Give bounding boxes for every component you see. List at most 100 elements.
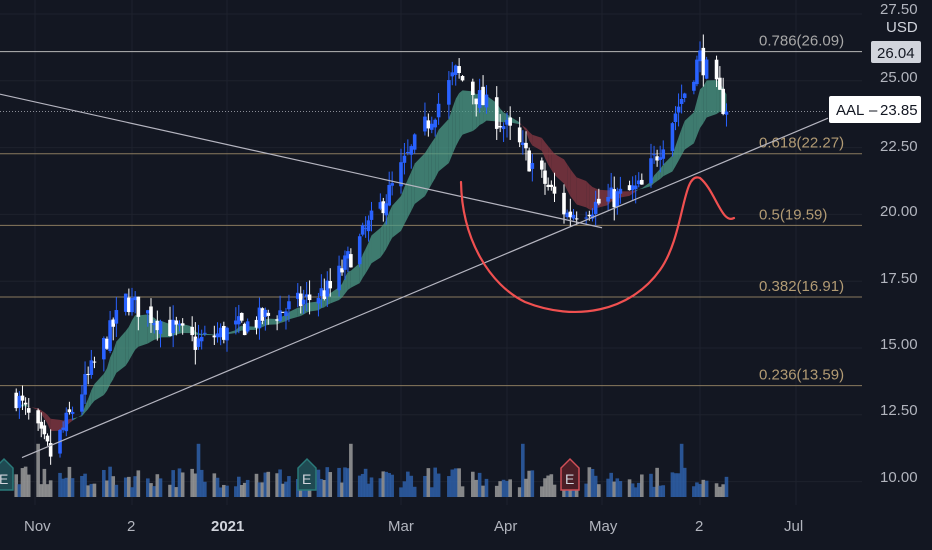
volume-bar [193,473,198,497]
volume-bar [239,485,244,497]
volume-bar [524,478,528,497]
candle-body [505,119,509,125]
candle-body [48,443,53,457]
candle-body [123,293,128,312]
ema-ribbon-bull-segment [386,212,390,250]
ema-ribbon-bull-segment [371,227,381,264]
volume-bar [203,481,207,497]
volume-bar [257,482,262,497]
candle-body [698,50,702,62]
volume-bar [357,475,362,497]
ema-ribbon-bull-segment [135,315,139,350]
volume-bar [505,480,509,497]
ema-ribbon-bull-segment [703,80,707,124]
candle-body [552,186,557,194]
candle-body [517,127,522,143]
candle-body [562,192,566,215]
ema-ribbon-bull-segment [350,263,360,288]
candle-body [111,319,116,327]
volume-bar [670,472,675,497]
volume-bar [180,472,185,497]
symbol-price-badge[interactable] [829,96,921,123]
time-axis[interactable]: Nov 2 2021 Mar Apr May 2 Jul [24,518,803,535]
volume-bar [633,487,638,497]
volume-bar [429,487,434,497]
candle-body [80,394,84,412]
candle-body [257,307,262,329]
ema-ribbon-bull-segment [116,331,126,373]
volume-bar [587,467,592,497]
ema-ribbon-bear-segment [598,189,609,208]
candle-body [319,288,324,297]
volume-bar [133,476,137,497]
volume-bar [108,466,112,497]
volume-bar [171,470,175,497]
candle-body [295,292,300,299]
candle-body [108,320,112,352]
price-axis[interactable]: 27.50 25.00 22.50 20.00 17.50 15.00 12.5… [829,1,921,486]
ema-ribbon-bear-segment [548,146,552,170]
ema-ribbon-bull-segment [176,323,180,335]
volume-bar [552,484,557,497]
candle-body [429,123,434,130]
volume-bar [433,467,437,497]
ema-ribbon-bull-segment [448,108,453,164]
earnings-marker-label: E [0,471,8,487]
ema-ribbon-bear-segment [589,184,593,211]
candle-body [278,310,282,321]
volume-bar [281,483,285,497]
ema-ribbon-bull-segment [635,189,639,192]
candle-body [661,149,666,159]
ema-ribbon-bull-segment [283,315,286,323]
ema-ribbon-bull-segment [641,181,651,189]
ema-ribbon-bull-segment [684,112,694,150]
candle-body [337,265,341,291]
fibonacci-retracement[interactable]: 0.786(26.09) 0.618(22.27) 0.5(19.59) 0.382(… [0,33,862,387]
volume-bar [673,473,678,497]
price-tick: 10.00 [880,469,918,486]
ema-ribbon-bull-segment [201,333,205,336]
candle-body [508,117,512,126]
candle-body [565,212,569,218]
candle-body [245,321,250,332]
ema-ribbon-bear-segment [519,122,523,127]
volume-bar [584,483,588,497]
ema-ribbon-bull-segment [91,384,95,405]
ema-ribbon-bull-segment [288,307,298,320]
candle-body [460,76,465,81]
candle-body [177,323,182,326]
candle-body [357,236,362,265]
cup-drawing[interactable] [459,176,736,313]
ema-ribbon-bull-segment [407,171,412,218]
candle-body [174,320,179,325]
volume-bar [287,476,291,497]
ema-ribbon-bull-segment [204,333,215,336]
trendlines[interactable] [0,93,829,459]
candle-body [494,97,499,129]
ema-ribbon-bull-segment [179,323,183,334]
candle-body [36,410,40,424]
volume-bar [127,476,131,497]
candle-body [670,123,675,152]
earnings-marker [560,457,580,491]
ema-ribbon-bull-segment [138,314,148,347]
ema-ribbon-bear-segment [41,410,45,419]
candle-body [155,320,160,331]
candle-body [384,203,389,216]
ema-ribbon-bull-segment [693,100,697,144]
volume-bar [640,474,644,497]
candle-body [275,319,279,321]
volume-bar [618,481,623,497]
candle-body [349,254,353,268]
volume-bar [14,474,19,497]
volume-bar [606,478,610,497]
volume-bar [366,483,371,497]
volume-bar [543,478,547,497]
ema-ribbon-bull-segment [265,318,269,326]
ema-ribbon-bear-segment [526,127,530,141]
symbol-dash: – [869,102,878,119]
volume-bar [61,478,65,497]
volume-bar [562,485,566,497]
